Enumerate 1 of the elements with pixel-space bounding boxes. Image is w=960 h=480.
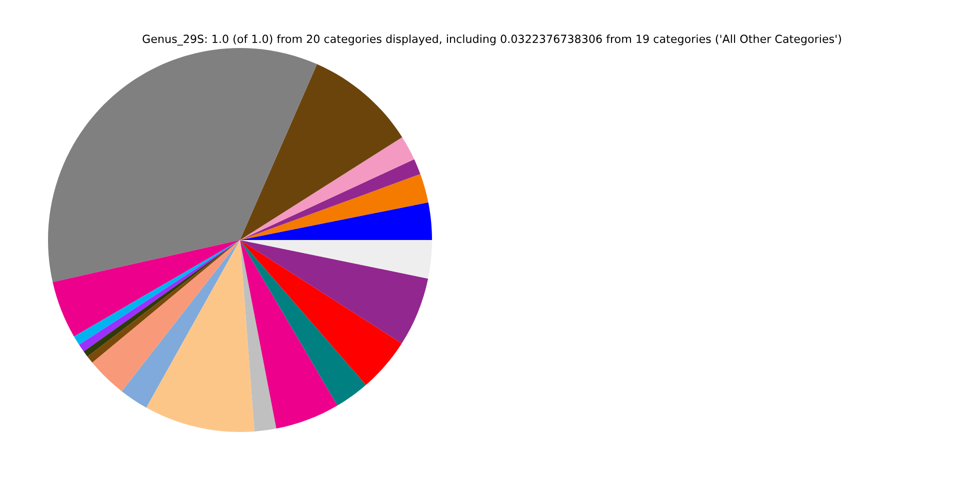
- text: Genus_29S: 1.0 (of 1.0) from 20 categories displayed, including 0.0322376738306 from 19 categories ('All Other Categories'): [142, 34, 842, 46]
